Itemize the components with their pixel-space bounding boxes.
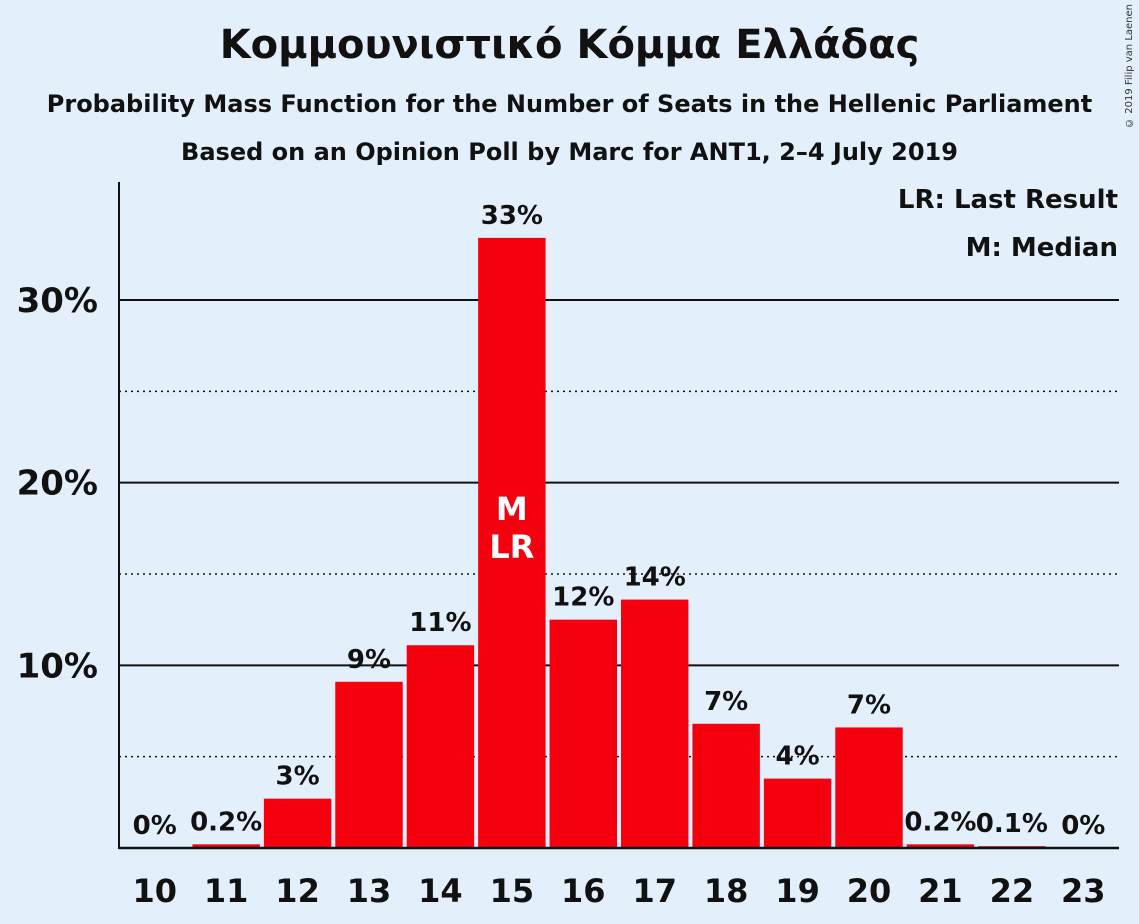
- last-result-marker: LR: [489, 528, 534, 566]
- data-label: 0%: [133, 811, 177, 841]
- data-label: 12%: [552, 583, 614, 613]
- data-label: 4%: [775, 742, 819, 772]
- y-tick-label: 30%: [17, 281, 98, 321]
- chart-subtitle: Probability Mass Function for the Number…: [46, 90, 1093, 118]
- x-tick-label: 21: [918, 872, 963, 910]
- bar-seat-12: [263, 798, 332, 848]
- x-tick-label: 13: [347, 872, 392, 910]
- x-tick-label: 17: [632, 872, 677, 910]
- bar-seat-11: [192, 844, 260, 848]
- x-tick-label: 18: [704, 872, 749, 910]
- x-tick-label: 16: [561, 872, 606, 910]
- data-label: 14%: [624, 563, 686, 593]
- bar-seat-13: [335, 681, 403, 848]
- x-tick-label: 10: [132, 872, 177, 910]
- bar-seat-20: [835, 727, 903, 848]
- data-label: 9%: [347, 645, 391, 675]
- bar-seat-17: [621, 599, 689, 848]
- legend-median: M: Median: [965, 233, 1118, 263]
- x-tick-label: 19: [775, 872, 820, 910]
- data-label: 7%: [704, 687, 748, 717]
- bar-seat-14: [406, 645, 475, 848]
- data-label: 33%: [481, 201, 543, 231]
- y-tick-label: 10%: [17, 646, 98, 686]
- legend-last-result: LR: Last Result: [897, 185, 1118, 215]
- x-tick-label: 14: [418, 872, 463, 910]
- bar-seat-16: [549, 619, 617, 848]
- data-label: 0.1%: [976, 809, 1048, 839]
- data-label: 11%: [409, 608, 471, 638]
- bar-seat-18: [692, 723, 760, 848]
- data-label: 7%: [847, 690, 891, 720]
- data-label: 0%: [1061, 811, 1105, 841]
- chart-title: Κομμουνιστικό Κόμμα Ελλάδας: [219, 22, 920, 68]
- bar-seat-15: [478, 237, 546, 849]
- data-label: 3%: [275, 762, 319, 792]
- x-tick-label: 20: [847, 872, 892, 910]
- data-label: 0.2%: [190, 807, 262, 837]
- y-tick-label: 20%: [17, 464, 98, 504]
- x-tick-label: 12: [275, 872, 320, 910]
- chart-subtitle-poll: Based on an Opinion Poll by Marc for ANT…: [181, 138, 958, 166]
- bar-seat-19: [763, 778, 832, 848]
- x-tick-label: 23: [1061, 872, 1106, 910]
- data-label: 0.2%: [904, 807, 976, 837]
- bar-seat-21: [906, 844, 975, 848]
- x-tick-label: 11: [204, 872, 249, 910]
- x-tick-label: 15: [490, 872, 535, 910]
- x-tick-label: 22: [990, 872, 1035, 910]
- median-marker: M: [496, 490, 528, 528]
